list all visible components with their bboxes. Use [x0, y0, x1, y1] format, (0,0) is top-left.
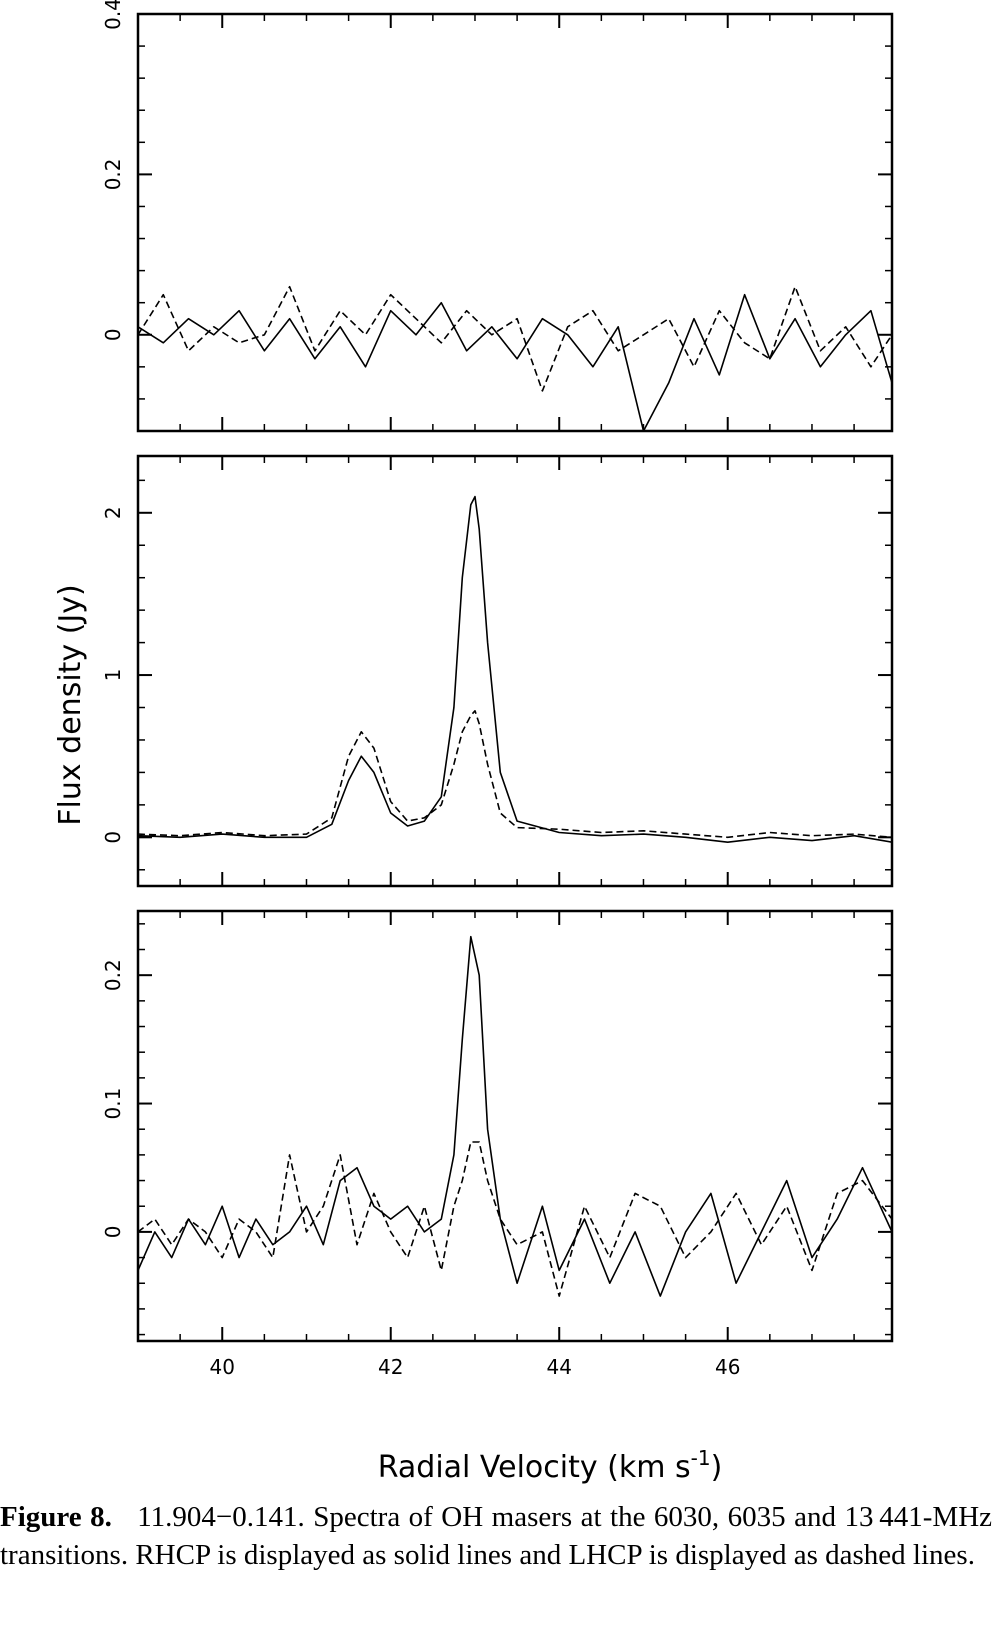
plot-frame: [136, 454, 894, 888]
y-tick-label: 0.4: [101, 0, 125, 30]
y-tick-label: 0.2: [101, 959, 125, 991]
y-tick-label: 1: [101, 669, 125, 682]
y-tick-label: 0: [101, 831, 125, 844]
lhcp-dashed-line: [138, 285, 892, 392]
figure-caption: Figure 8. 11.904−0.141. Spectra of OH ma…: [0, 1498, 992, 1574]
x-axis-label-main: Radial Velocity (km s: [378, 1450, 691, 1485]
panels: 0 0.2 0.4 0 1 2 40 42 44 46 0 0.1 0.2: [101, 0, 894, 1379]
x-tick-label: 42: [378, 1355, 403, 1379]
caption-text: 11.904−0.141. Spectra of OH masers at th…: [0, 1501, 993, 1571]
caption-label: Figure 8.: [0, 1501, 112, 1533]
rhcp-solid-line: [138, 935, 892, 1297]
x-tick-label: 44: [547, 1355, 572, 1379]
panel-3: 40 42 44 46 0 0.1 0.2: [101, 909, 894, 1379]
plot-frame: [136, 12, 894, 433]
panel-2: 0 1 2: [101, 454, 894, 888]
x-tick-label: 40: [210, 1355, 235, 1379]
lhcp-dashed-line: [138, 710, 892, 839]
y-axis-label: Flux density (Jy): [53, 584, 88, 825]
x-axis-label: Radial Velocity (km s-1): [378, 1446, 723, 1485]
x-axis-label-close: ): [711, 1450, 723, 1485]
y-tick-label: 0: [101, 328, 125, 341]
plot-frame: [136, 909, 894, 1343]
y-tick-label: 0.2: [101, 158, 125, 190]
panel-1: 0 0.2 0.4: [101, 0, 894, 433]
x-tick-label: 46: [715, 1355, 740, 1379]
rhcp-solid-line: [138, 495, 892, 843]
x-axis-label-superscript: -1: [691, 1446, 711, 1470]
rhcp-solid-line: [138, 293, 892, 431]
y-tick-label: 0: [101, 1226, 125, 1239]
lhcp-dashed-line: [138, 1141, 892, 1297]
y-tick-label: 0.1: [101, 1088, 125, 1120]
y-tick-label: 2: [101, 506, 125, 519]
